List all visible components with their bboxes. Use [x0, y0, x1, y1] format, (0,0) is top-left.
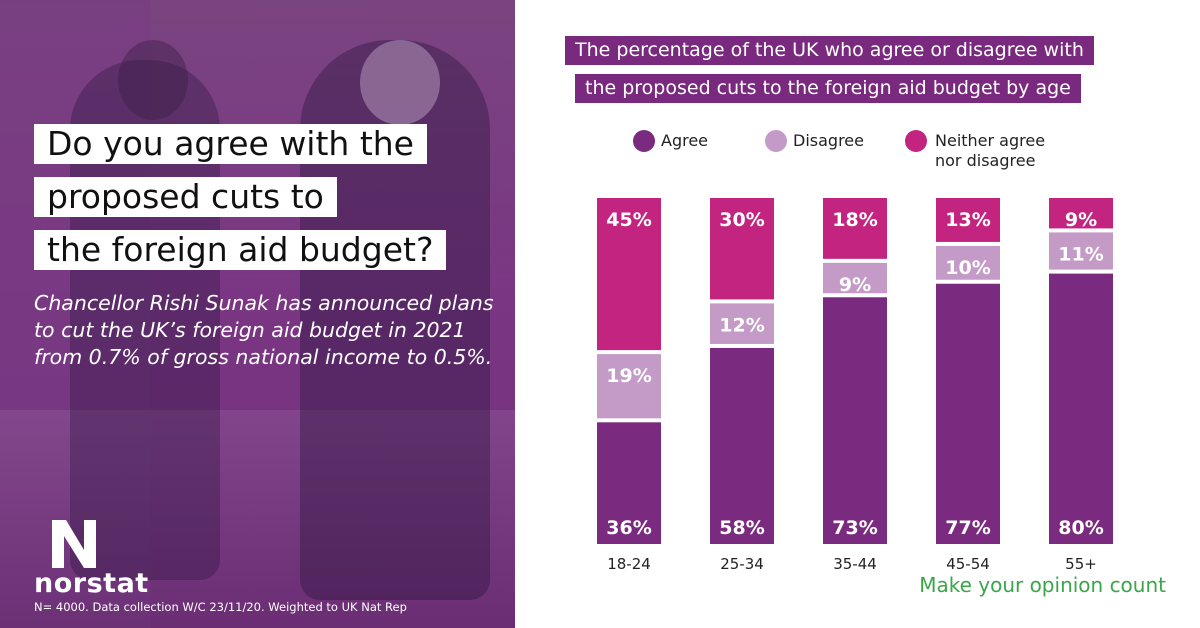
- bar-agree-1: [597, 422, 661, 544]
- photo-pavement: [0, 410, 515, 628]
- data-label-disagree-2: 12%: [719, 314, 764, 336]
- x-tick-label-4: 45-54: [946, 555, 990, 573]
- data-label-neither-4: 13%: [945, 209, 990, 231]
- bar-disagree-4: [936, 245, 1000, 280]
- legend-swatch-agree: [633, 130, 655, 152]
- bar-agree-4: [936, 283, 1000, 544]
- bar-agree-3: [823, 297, 887, 544]
- x-tick-label-2: 25-34: [720, 555, 764, 573]
- bar-neither-3: [823, 198, 887, 259]
- x-tick-label-3: 35-44: [833, 555, 877, 573]
- tagline: Make your opinion count: [919, 573, 1166, 597]
- bar-neither-4: [936, 198, 1000, 242]
- data-label-agree-3: 73%: [832, 517, 877, 539]
- data-label-agree-4: 77%: [945, 517, 990, 539]
- photo-head-right: [360, 40, 440, 125]
- bar-neither-1: [597, 198, 661, 351]
- data-label-neither-3: 18%: [832, 209, 877, 231]
- photo-panel: Do you agree with the proposed cuts to t…: [0, 0, 515, 628]
- data-label-disagree-5: 11%: [1058, 243, 1103, 265]
- x-tick-label-5: 55+: [1065, 555, 1097, 573]
- legend-label-agree: Agree: [661, 131, 709, 150]
- question-line-3: the foreign aid budget?: [34, 230, 447, 270]
- data-label-neither-5: 9%: [1065, 209, 1097, 231]
- footnote: N= 4000. Data collection W/C 23/11/20. W…: [34, 600, 407, 614]
- intro-text: Chancellor Rishi Sunak has announced pla…: [34, 291, 494, 369]
- photo-head-left: [118, 40, 188, 120]
- bar-neither-2: [710, 198, 774, 300]
- chart-title-line-2: the proposed cuts to the foreign aid bud…: [575, 74, 1081, 103]
- brand-name: norstat: [34, 568, 149, 599]
- data-label-agree-5: 80%: [1058, 517, 1103, 539]
- legend-label-neither-line-1: Neither agree: [935, 131, 1046, 150]
- legend-label-disagree: Disagree: [793, 131, 864, 150]
- chart-title-line-1: The percentage of the UK who agree or di…: [565, 36, 1094, 65]
- data-label-neither-1: 45%: [606, 209, 651, 231]
- legend-label-neither-line-2: nor disagree: [935, 151, 1036, 170]
- question-line-1: Do you agree with the: [34, 124, 427, 164]
- bar-disagree-1: [597, 354, 661, 419]
- bar-disagree-3: [823, 262, 887, 294]
- bar-disagree-5: [1049, 232, 1113, 270]
- photo-wall: [0, 0, 150, 628]
- data-label-agree-1: 36%: [606, 517, 651, 539]
- bar-neither-5: [1049, 198, 1113, 229]
- question-line-2: proposed cuts to: [34, 177, 337, 217]
- data-label-disagree-4: 10%: [945, 257, 990, 279]
- data-label-agree-2: 58%: [719, 517, 764, 539]
- bar-disagree-2: [710, 303, 774, 344]
- data-label-disagree-1: 19%: [606, 365, 651, 387]
- bar-agree-2: [710, 347, 774, 544]
- data-label-neither-2: 30%: [719, 209, 764, 231]
- bar-agree-5: [1049, 273, 1113, 544]
- legend-swatch-disagree: [765, 130, 787, 152]
- data-label-disagree-3: 9%: [839, 274, 871, 296]
- norstat-n-logo-icon: [52, 520, 96, 568]
- x-tick-label-1: 18-24: [607, 555, 651, 573]
- legend-swatch-neither: [905, 130, 927, 152]
